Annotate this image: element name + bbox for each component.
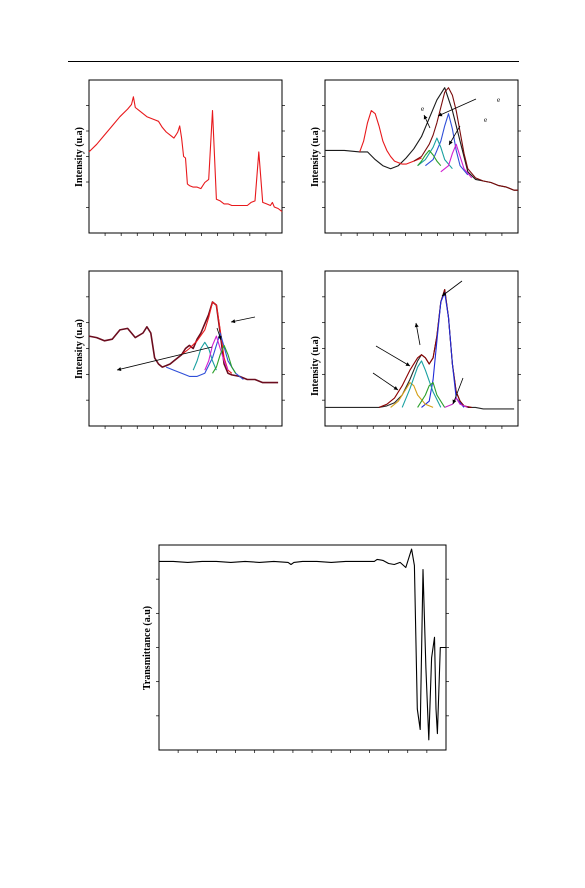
series-line-4 (192, 341, 217, 371)
series-line-2 (378, 289, 472, 408)
annotation-arrow-3-head (117, 367, 122, 372)
annotation-arrow-1-head (231, 319, 236, 324)
annotation-arrow-2-head (217, 335, 222, 340)
series-line-1 (325, 87, 518, 191)
annotation-arrow-3-head (405, 362, 410, 366)
annotation-arrow-2-head (423, 115, 428, 120)
annotation-arrow-2-head (414, 323, 419, 328)
plot-frame (88, 79, 283, 234)
panel-a: Intensity (u.a) (74, 79, 285, 236)
annotation-arrow-3-head (449, 140, 453, 145)
series-line-1 (88, 301, 279, 384)
annotation-arrow-3 (375, 345, 411, 367)
panel-b: Intensity (u.a) e e e (310, 79, 521, 236)
series-line-4 (425, 113, 469, 176)
series-line-6 (212, 344, 237, 374)
panel-d: Intensity (u.a) (310, 270, 521, 429)
series-line-2 (359, 110, 422, 165)
plot-frame (158, 544, 447, 751)
series-line-1 (325, 289, 515, 410)
annotation-arrow-1 (230, 316, 256, 323)
annotation-arrow-1 (437, 98, 477, 117)
annotation-arrow-1-head (442, 292, 447, 296)
plot-frame (324, 270, 519, 427)
annotation-label-3: e (484, 116, 487, 124)
annotation-arrow-5-head (452, 399, 457, 404)
annotation-label-2: e (497, 96, 500, 104)
panel-e: Transmittance (a.u) (142, 544, 449, 753)
panel-c: Intensity (u.a) (74, 270, 285, 429)
series-line-5 (204, 335, 229, 371)
annotation-arrow-1 (441, 280, 463, 297)
annotation-arrow-1-head (438, 112, 443, 117)
series-line-3 (421, 292, 465, 408)
series-line-5 (401, 360, 442, 408)
series-line-6 (440, 143, 473, 179)
annotation-arrow-4-head (393, 386, 398, 390)
series-line-3 (413, 87, 518, 191)
annotation-arrow-3 (116, 346, 213, 371)
annotation-arrow-4 (372, 372, 399, 391)
y-axis-label: Intensity (u.a) (74, 127, 85, 187)
annotation-label-1: e (421, 105, 424, 113)
series-line-6 (417, 382, 446, 408)
y-axis-label: Transmittance (a.u) (142, 606, 153, 690)
series-line-1 (88, 96, 283, 213)
series-line-2 (181, 301, 233, 374)
series-line-1 (159, 548, 446, 741)
y-axis-label: Intensity (u.a) (310, 336, 321, 396)
header-rule (68, 61, 519, 62)
series-line-5 (417, 137, 453, 170)
series-line-7 (417, 149, 442, 167)
y-axis-label: Intensity (u.a) (74, 319, 85, 379)
series-line-7 (444, 397, 469, 408)
y-axis-label: Intensity (u.a) (310, 127, 321, 187)
series-line-3 (165, 332, 244, 380)
annotation-arrow-5 (452, 377, 464, 405)
